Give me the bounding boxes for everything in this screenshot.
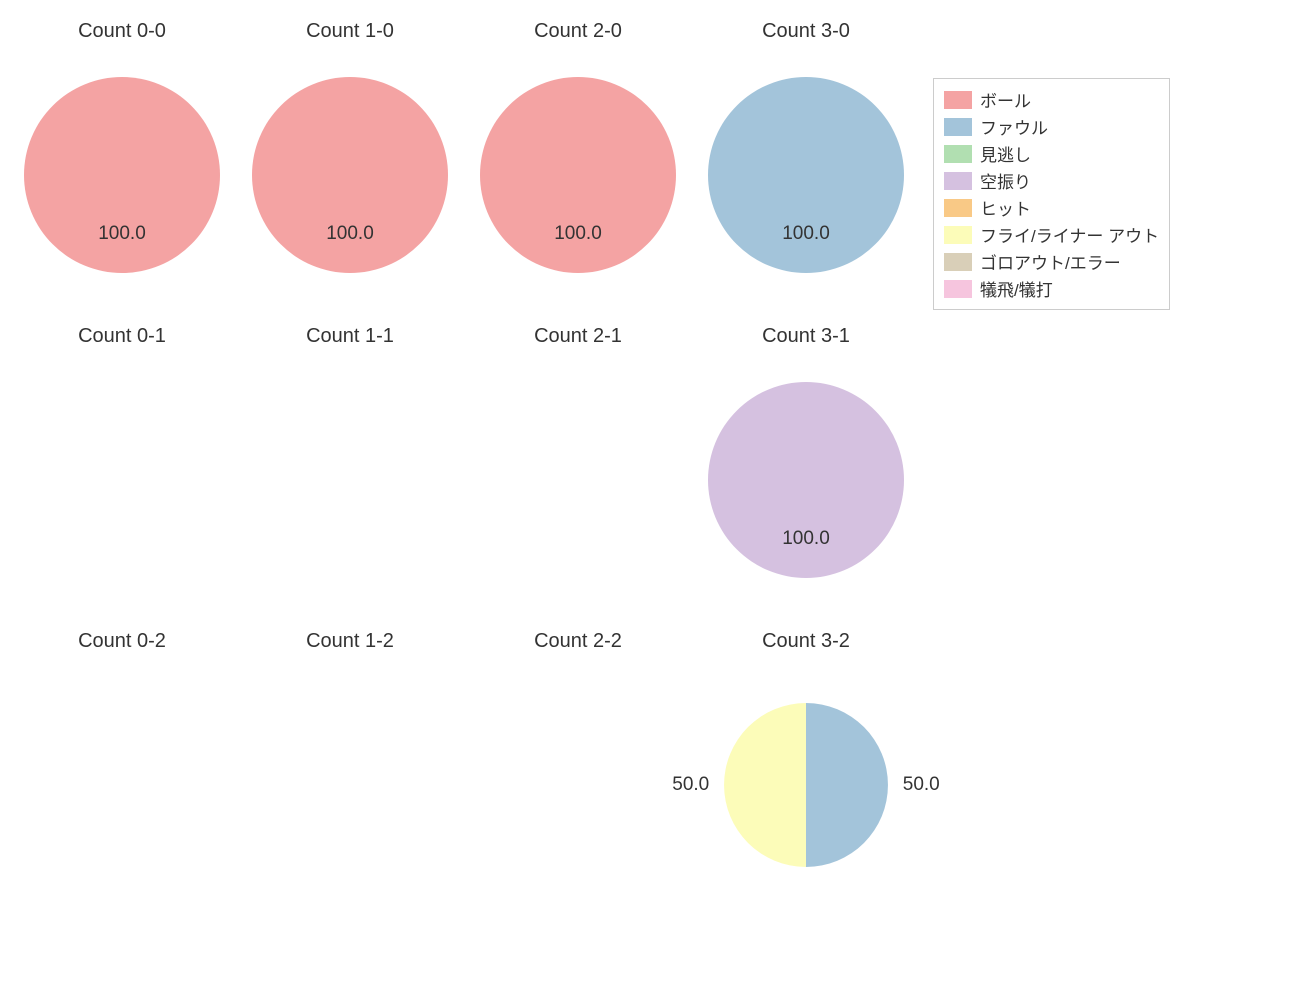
pie-slice-label: 100.0 xyxy=(782,528,830,549)
subplot: Count 3-0100.0 xyxy=(692,20,920,325)
pie-chart: 100.0 xyxy=(648,322,964,638)
legend-label: ボール xyxy=(980,87,1031,112)
legend-label: 犠飛/犠打 xyxy=(980,276,1053,301)
legend-item: フライ/ライナー アウト xyxy=(944,222,1159,247)
pie-chart: 50.0 50.0 xyxy=(664,643,948,927)
pie-slice-label: 100.0 xyxy=(326,223,374,244)
legend-item: ヒット xyxy=(944,195,1159,220)
legend: ボールファウル見逃し空振りヒットフライ/ライナー アウトゴロアウト/エラー犠飛/… xyxy=(933,78,1170,310)
legend-swatch xyxy=(944,226,972,244)
legend-swatch xyxy=(944,172,972,190)
pie-chart: 100.0 xyxy=(648,17,964,333)
subplot: Count 3-1100.0 xyxy=(692,325,920,630)
legend-label: ファウル xyxy=(980,114,1048,139)
legend-label: 見逃し xyxy=(980,141,1031,166)
legend-label: 空振り xyxy=(980,168,1031,193)
chart-canvas: Count 0-0100.0Count 1-0100.0Count 2-0100… xyxy=(0,0,1300,1000)
legend-label: ゴロアウト/エラー xyxy=(980,249,1121,274)
pie-slice-label: 100.0 xyxy=(98,223,146,244)
legend-item: ゴロアウト/エラー xyxy=(944,249,1159,274)
legend-item: 見逃し xyxy=(944,141,1159,166)
legend-swatch xyxy=(944,253,972,271)
subplot: Count 2-2 xyxy=(464,630,692,935)
legend-swatch xyxy=(944,280,972,298)
legend-swatch xyxy=(944,145,972,163)
legend-swatch xyxy=(944,91,972,109)
pie-slice-label: 50.0 xyxy=(672,774,709,795)
legend-swatch xyxy=(944,199,972,217)
legend-swatch xyxy=(944,118,972,136)
legend-label: フライ/ライナー アウト xyxy=(980,222,1159,247)
legend-item: ボール xyxy=(944,87,1159,112)
pie-slice-label: 100.0 xyxy=(554,223,602,244)
legend-item: ファウル xyxy=(944,114,1159,139)
legend-item: 空振り xyxy=(944,168,1159,193)
pie-slice-label: 100.0 xyxy=(782,223,830,244)
legend-item: 犠飛/犠打 xyxy=(944,276,1159,301)
legend-label: ヒット xyxy=(980,195,1031,220)
pie-slice-label: 50.0 xyxy=(903,774,940,795)
subplot: Count 3-250.050.0 xyxy=(692,630,920,935)
